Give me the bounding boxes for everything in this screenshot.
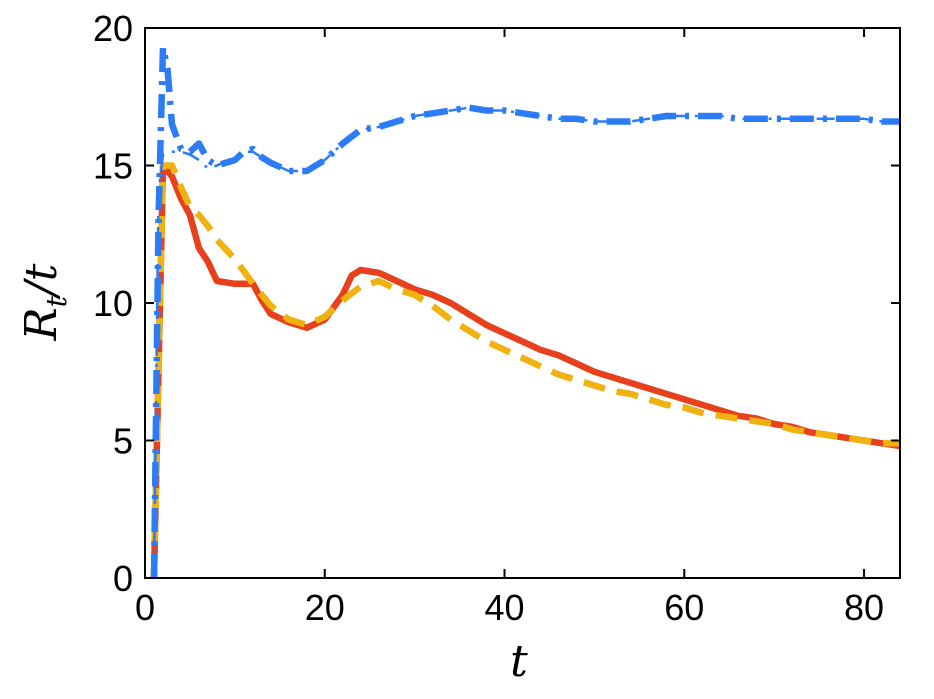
- series-line-4: [152, 106, 900, 579]
- x-tick-label: 20: [305, 587, 345, 628]
- axis-ticks: [144, 27, 900, 579]
- y-tick-label: 20: [93, 8, 133, 49]
- y-axis-label-main: R: [16, 307, 67, 341]
- x-tick-label: 0: [135, 587, 155, 628]
- y-tick-label: 0: [113, 558, 133, 599]
- plot-lines: [150, 44, 901, 579]
- x-tick-label: 80: [844, 587, 884, 628]
- x-tick-label: 40: [485, 587, 525, 628]
- y-tick-label: 15: [93, 146, 133, 187]
- y-tick-label: 10: [93, 283, 133, 324]
- tick-labels: 0 20 40 60 80 0 5 10 15 20: [93, 8, 884, 628]
- y-axis-label-rest: /t: [16, 263, 67, 300]
- y-axis-label: Rt/t: [16, 263, 73, 341]
- series-line-1: [150, 162, 901, 579]
- x-tick-label: 60: [664, 587, 704, 628]
- y-axis-label-subscript: t: [40, 295, 73, 307]
- series-line-2: [150, 162, 900, 579]
- x-axis-label: t: [510, 636, 528, 687]
- y-tick-label: 5: [113, 421, 133, 462]
- series-line-3: [150, 44, 900, 579]
